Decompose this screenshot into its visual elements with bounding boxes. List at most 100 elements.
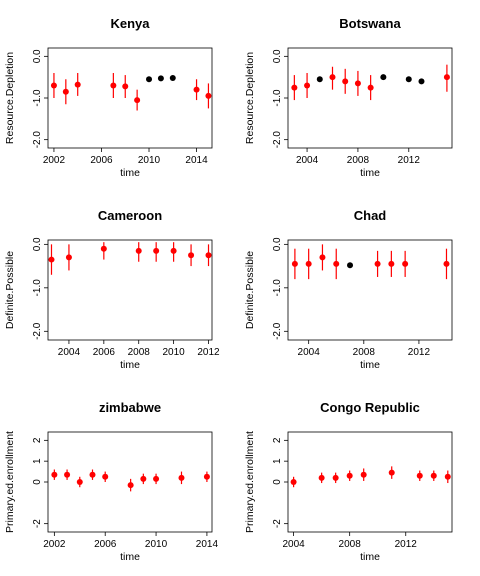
x-tick-label: 2012 (398, 155, 421, 166)
x-tick-label: 2004 (58, 347, 81, 358)
data-point (170, 75, 176, 81)
data-point (77, 479, 83, 485)
x-tick-label: 2006 (93, 347, 116, 358)
data-point (171, 248, 177, 254)
data-point (406, 76, 412, 82)
data-point (122, 83, 128, 89)
x-axis-label: time (120, 551, 140, 563)
data-point (205, 93, 211, 99)
y-tick-label: -2 (272, 519, 283, 528)
y-tick-label: 0.0 (32, 237, 43, 251)
chart-title: Congo Republic (320, 400, 420, 415)
x-tick-label: 2008 (353, 347, 376, 358)
plot-frame (288, 48, 452, 148)
data-point (128, 482, 134, 488)
chart-title: Botswana (339, 16, 401, 31)
data-point (102, 474, 108, 480)
data-point (306, 261, 312, 267)
y-axis-label: Resource.Depletion (244, 52, 256, 144)
chart-panel: Botswana time Resource.Depletion 2004 2008 20… (244, 16, 452, 179)
x-tick-label: 2008 (339, 539, 362, 550)
y-tick-label: -2 (32, 519, 43, 528)
data-point (153, 248, 159, 254)
y-tick-label: 0.0 (32, 49, 43, 63)
plot-frame (48, 48, 212, 148)
x-tick-label: 2014 (196, 539, 219, 550)
data-point (64, 472, 70, 478)
x-tick-label: 2012 (197, 347, 220, 358)
data-point (333, 475, 339, 481)
x-tick-label: 2010 (138, 155, 161, 166)
data-point (319, 475, 325, 481)
data-point (443, 261, 449, 267)
data-point (291, 85, 297, 91)
y-axis-label: Definite.Possible (4, 251, 16, 329)
y-tick-label: -1.0 (272, 279, 283, 297)
chart-title: zimbabwe (99, 400, 161, 415)
data-point (380, 74, 386, 80)
data-point (304, 83, 310, 89)
y-tick-label: 2 (32, 437, 43, 443)
chart-panel: Kenya time Resource.Depletion 2002 2006 2010 2… (4, 16, 212, 179)
data-point (402, 261, 408, 267)
data-point (317, 76, 323, 82)
y-axis-label: Primary.ed.enrollment (244, 431, 256, 533)
x-tick-label: 2004 (296, 155, 319, 166)
y-tick-label: 1 (272, 458, 283, 464)
data-point (51, 83, 57, 89)
x-tick-label: 2010 (162, 347, 185, 358)
data-point (444, 74, 450, 80)
data-point (48, 257, 54, 263)
data-point (291, 479, 297, 485)
x-tick-label: 2008 (347, 155, 370, 166)
chart-title: Chad (354, 208, 387, 223)
chart-title: Kenya (110, 16, 150, 31)
data-point (89, 472, 95, 478)
x-tick-label: 2014 (185, 155, 208, 166)
chart-panel: zimbabwe time Primary.ed.enrollment 2002 200… (4, 400, 218, 563)
data-point (153, 476, 159, 482)
y-tick-label: -2.0 (272, 322, 283, 340)
data-point (63, 89, 69, 95)
x-tick-label: 2002 (43, 155, 66, 166)
y-axis-label: Resource.Depletion (4, 52, 16, 144)
x-axis-label: time (120, 359, 140, 371)
data-point (431, 473, 437, 479)
x-tick-label: 2004 (282, 539, 305, 550)
chart-title: Cameroon (98, 208, 162, 223)
data-point (140, 476, 146, 482)
data-point (418, 78, 424, 84)
data-point (417, 473, 423, 479)
y-tick-label: 0 (32, 479, 43, 485)
y-tick-label: 2 (272, 437, 283, 443)
y-tick-label: 0.0 (272, 49, 283, 63)
data-point (445, 474, 451, 480)
plot-frame (48, 240, 212, 340)
y-tick-label: -1.0 (32, 89, 43, 107)
chart-panel: Congo Republic time Primary.ed.enrollment 2… (244, 400, 452, 563)
data-point (319, 254, 325, 260)
data-point (333, 261, 339, 267)
x-tick-label: 2004 (298, 347, 321, 358)
x-tick-label: 2008 (128, 347, 151, 358)
data-point (361, 472, 367, 478)
y-tick-label: -2.0 (272, 131, 283, 149)
x-tick-label: 2006 (90, 155, 113, 166)
data-point (188, 252, 194, 258)
y-axis-label: Definite.Possible (244, 251, 256, 329)
data-point (158, 75, 164, 81)
data-point (146, 76, 152, 82)
data-point (194, 87, 200, 93)
plot-frame (48, 432, 212, 532)
chart-panel: Chad time Definite.Possible 2004 2008 2012 0.0… (244, 208, 452, 371)
plot-frame (288, 240, 452, 340)
data-point (368, 85, 374, 91)
data-point (134, 97, 140, 103)
x-tick-label: 2010 (145, 539, 168, 550)
x-tick-label: 2012 (408, 347, 431, 358)
chart-panel: Cameroon time Definite.Possible 2004 2006 200… (4, 208, 220, 371)
data-point (388, 261, 394, 267)
data-point (110, 83, 116, 89)
data-point (355, 80, 361, 86)
data-point (136, 248, 142, 254)
